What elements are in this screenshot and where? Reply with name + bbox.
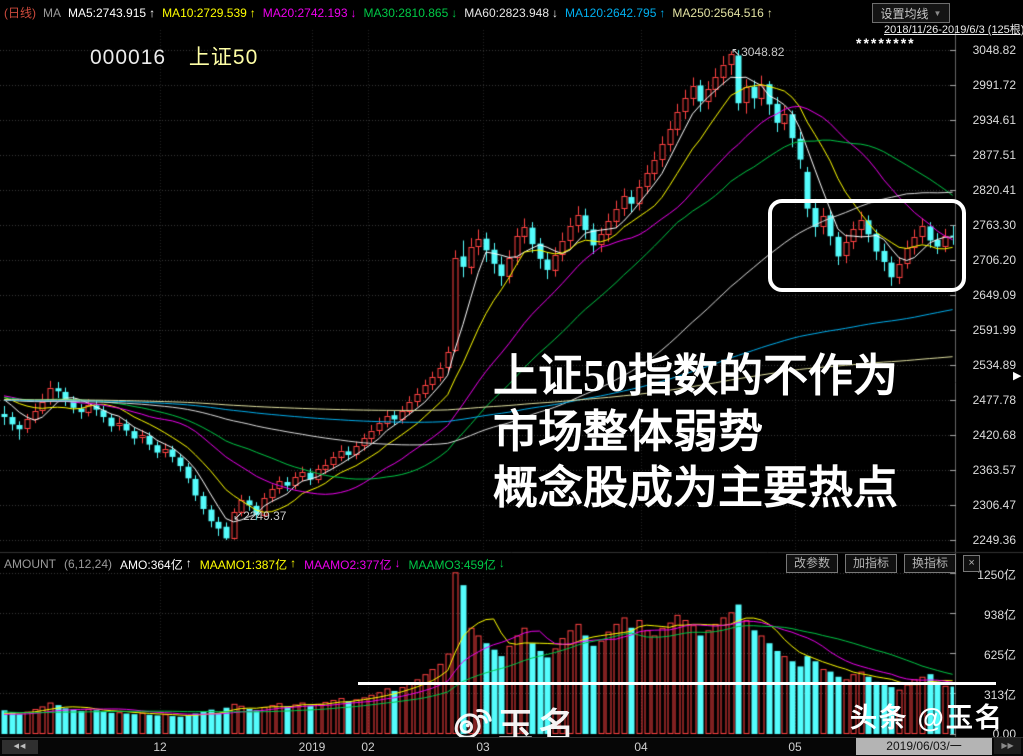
weibo-icon	[452, 704, 494, 744]
ma-legend-value: MA120:2642.795	[565, 5, 657, 20]
price-axis-label: 2534.89	[972, 358, 1016, 372]
date-range-link[interactable]: 2018/11/26-2019/6/3 (125根)✦	[884, 21, 1023, 37]
close-indicator-button[interactable]: ×	[963, 555, 981, 572]
ma-legend-arrow-icon: ↓	[451, 5, 458, 20]
price-axis-label: 2649.09	[972, 288, 1016, 302]
amount-legend-item: MAAMO2:377亿 ↓	[304, 556, 400, 573]
high-arrow-icon: ↖	[731, 45, 742, 59]
ma-legend-bar: (日线) MA MA5:2743.915 ↑ MA10:2729.539 ↑ MA20:…	[4, 0, 773, 25]
amount-legend-value: MAAMO1:387亿	[199, 557, 288, 572]
drawn-horizontal-line	[358, 682, 996, 685]
amount-pane-buttons: 改参数 加指标 换指标 ×	[786, 554, 981, 573]
amount-indicator-label: AMOUNT	[4, 557, 56, 571]
month-label: 04	[634, 740, 648, 754]
month-label: 05	[788, 740, 802, 754]
amount-axis-label: 938亿	[983, 607, 1016, 622]
annotation-text: 上证50指数的不作为 市场整体弱势概念股成为主要热点	[493, 348, 898, 516]
price-axis-label: 3048.82	[972, 43, 1016, 57]
stars-decoration: ********	[856, 35, 916, 51]
amount-params: (6,12,24)	[64, 557, 113, 571]
ma-legend-item: MA20:2742.193 ↓	[263, 6, 357, 20]
price-axis-label: 2991.72	[972, 78, 1016, 92]
amount-legend-arrow-icon: ↓	[394, 555, 401, 570]
time-axis-bar	[0, 737, 1023, 756]
month-label: 02	[361, 740, 375, 754]
amount-legend-item: AMO:364亿 ↑	[120, 556, 192, 573]
ma-settings-label: 设置均线	[880, 6, 929, 21]
pane-scroll-arrow[interactable]: ▶	[1013, 370, 1022, 382]
month-label: 12	[153, 740, 167, 754]
chevron-down-icon: ▼	[933, 8, 942, 18]
amount-axis-label: 625亿	[983, 648, 1016, 663]
ma-settings-button[interactable]: 设置均线 ▼	[872, 3, 950, 23]
high-value: 3048.82	[741, 45, 785, 59]
price-axis-label: 2763.30	[972, 218, 1016, 232]
high-callout: ↖3048.82	[731, 45, 784, 59]
price-axis-label: 2877.51	[972, 148, 1016, 162]
low-value: 2249.37	[243, 509, 287, 523]
amount-legend-item: MAAMO3:459亿 ↓	[408, 556, 504, 573]
price-axis-label: 2934.61	[972, 113, 1016, 127]
scroll-right-button[interactable]: ▶▶	[994, 738, 1021, 754]
amount-legend-arrow-icon: ↑	[290, 555, 297, 570]
price-axis-label: 2706.20	[972, 253, 1016, 267]
chart-title: 000016 上证50	[90, 41, 258, 71]
ma-legend-item: MA120:2642.795 ↑	[565, 6, 665, 20]
modify-params-button[interactable]: 改参数	[786, 554, 839, 573]
price-axis-label: 2306.47	[972, 498, 1016, 512]
ma-legend-arrow-icon: ↓	[552, 5, 558, 20]
low-callout: ↙2249.37	[233, 509, 286, 523]
ma-legend-arrow-icon: ↑	[766, 5, 773, 20]
price-axis-label: 2591.99	[972, 323, 1016, 337]
amount-legend-arrow-icon: ↑	[185, 555, 192, 570]
period-label: (日线)	[4, 6, 36, 20]
ma-legend-value: MA20:2742.193	[262, 5, 348, 20]
amount-pane-header: AMOUNT (6,12,24) AMO:364亿 ↑ MAAMO1:387亿 ↑ MA…	[4, 555, 505, 573]
date-range-text: 2018/11/26-2019/6/3 (125根)	[884, 24, 1023, 36]
price-axis-label: 2363.57	[972, 463, 1016, 477]
ma-legend-arrow-icon: ↓	[350, 5, 357, 20]
ma-label: MA	[43, 5, 61, 20]
amount-legend-item: MAAMO1:387亿 ↑	[200, 556, 296, 573]
amount-axis-label: 1250亿	[977, 567, 1016, 582]
amount-legend-value: MAAMO3:459亿	[408, 557, 496, 572]
ma-legend-item: MA250:2564.516 ↑	[672, 6, 772, 20]
annotation-line: 概念股成为主要热点	[493, 463, 899, 513]
ma-legend-arrow-icon: ↑	[149, 5, 156, 20]
ma-legend-item: MA5:2743.915 ↑	[68, 6, 155, 20]
watermark-right-text: 头条 @玉名	[850, 703, 1004, 733]
ma-legend-value: MA30:2810.865	[363, 5, 449, 20]
price-axis-label: 2820.41	[972, 183, 1016, 197]
low-arrow-icon: ↙	[233, 509, 244, 523]
price-axis-label: 2477.78	[972, 393, 1016, 407]
ma-legend-item: MA10:2729.539 ↑	[162, 6, 256, 20]
index-code: 000016	[90, 46, 167, 69]
price-axis-label: 2420.68	[972, 428, 1016, 442]
month-label: 03	[476, 740, 490, 754]
annotation-line: 市场整体弱势	[493, 407, 764, 457]
switch-indicator-button[interactable]: 换指标	[904, 554, 957, 573]
amount-legend-value: MAAMO2:377亿	[304, 557, 392, 572]
annotation-line: 上证50指数的不作为	[493, 351, 899, 401]
ma-legend-value: MA60:2823.948	[464, 5, 549, 20]
add-indicator-button[interactable]: 加指标	[845, 554, 898, 573]
highlight-box	[768, 199, 966, 292]
ma-legend-arrow-icon: ↑	[249, 5, 256, 20]
index-name: 上证50	[188, 46, 259, 69]
price-axis-label: 2249.36	[972, 533, 1016, 547]
month-label: 2019	[298, 740, 326, 754]
scroll-left-button[interactable]: ◀◀	[2, 740, 38, 754]
ma-legend-value: MA10:2729.539	[162, 5, 247, 20]
ma-legend-item: MA30:2810.865 ↓	[364, 6, 458, 20]
amount-axis-label: 313亿	[983, 688, 1016, 703]
ma-legend-item: MA60:2823.948 ↓	[464, 6, 558, 20]
ma-legend-value: MA250:2564.516	[672, 5, 764, 20]
amount-legend-arrow-icon: ↓	[498, 555, 505, 570]
current-date-box[interactable]: 2019/06/03/一	[856, 738, 992, 755]
ma-legend-value: MA5:2743.915	[68, 5, 147, 20]
ma-legend-arrow-icon: ↑	[659, 5, 666, 20]
amount-legend-value: AMO:364亿	[120, 557, 183, 572]
